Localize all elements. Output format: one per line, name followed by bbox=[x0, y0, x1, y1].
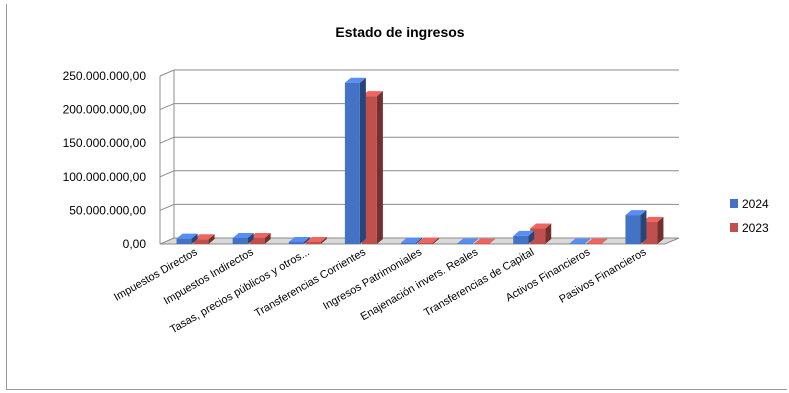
bar-front bbox=[401, 242, 416, 244]
bar-side bbox=[359, 77, 366, 244]
bar-front bbox=[232, 237, 248, 244]
bar-side bbox=[247, 232, 254, 244]
bar-side bbox=[320, 236, 327, 244]
bar-2023-2 bbox=[305, 236, 327, 244]
bar-top bbox=[249, 232, 271, 238]
bar-top bbox=[457, 238, 479, 244]
y-tick-label: 150.000.000,00 bbox=[63, 136, 147, 150]
bar-2024-1 bbox=[232, 232, 254, 244]
bar-front bbox=[305, 241, 321, 244]
bar-2023-7 bbox=[586, 238, 608, 244]
bar-front bbox=[513, 235, 529, 244]
bar-front bbox=[288, 241, 304, 244]
bar-side bbox=[601, 238, 608, 244]
bar-side bbox=[208, 234, 215, 244]
bars bbox=[176, 77, 664, 244]
bar-side bbox=[416, 237, 422, 244]
bar-side bbox=[584, 238, 591, 244]
bar-side bbox=[264, 232, 271, 244]
bar-top bbox=[401, 237, 422, 243]
bar-top bbox=[193, 234, 215, 240]
y-tick-label: 0,00 bbox=[123, 237, 147, 251]
legend-swatch-2023 bbox=[730, 223, 738, 232]
bar-side bbox=[489, 238, 496, 244]
bar-side bbox=[376, 91, 383, 244]
y-tick-label: 50.000.000,00 bbox=[69, 203, 146, 217]
bar-top bbox=[513, 230, 535, 236]
y-tick-label: 200.000.000,00 bbox=[63, 103, 147, 117]
bar-side bbox=[433, 237, 439, 244]
category-label: Impuestos Indirectos bbox=[162, 246, 256, 307]
bar-top bbox=[176, 233, 198, 239]
chart-frame bbox=[6, 4, 787, 390]
bar-front bbox=[625, 215, 641, 244]
bar-2024-2 bbox=[288, 236, 310, 244]
bar-front bbox=[176, 238, 192, 244]
legend: 2024 2023 bbox=[730, 197, 769, 235]
chart-title: Estado de ingresos bbox=[335, 24, 464, 40]
bar-side bbox=[640, 210, 647, 244]
bar-side bbox=[545, 223, 552, 244]
bar-top bbox=[288, 236, 310, 242]
bar-side bbox=[303, 236, 310, 244]
bar-front bbox=[193, 239, 209, 244]
bar-2023-4 bbox=[418, 237, 439, 244]
grid bbox=[159, 69, 680, 245]
bar-front bbox=[344, 82, 360, 244]
y-tick-label: 100.000.000,00 bbox=[63, 170, 147, 184]
bar-front bbox=[249, 237, 265, 244]
bar-2024-6 bbox=[513, 230, 535, 244]
legend-label-2024: 2024 bbox=[742, 197, 769, 211]
y-axis-ticks: 0,00 50.000.000,00 100.000.000,00 150.000.0… bbox=[63, 69, 147, 251]
bar-2024-0 bbox=[176, 233, 198, 244]
bar-front bbox=[418, 242, 433, 244]
bar-2023-0 bbox=[193, 234, 215, 244]
bar-2024-5 bbox=[457, 238, 479, 244]
gridline bbox=[159, 203, 679, 211]
gridline bbox=[159, 136, 679, 144]
bar-2023-1 bbox=[249, 232, 271, 244]
legend-label-2023: 2023 bbox=[742, 221, 769, 235]
gridline bbox=[159, 69, 679, 77]
y-tick-label: 250.000.000,00 bbox=[63, 69, 147, 83]
bar-side bbox=[472, 238, 479, 244]
bar-top bbox=[232, 232, 254, 238]
gridline bbox=[159, 170, 679, 178]
bar-top bbox=[474, 238, 496, 244]
bar-top bbox=[305, 236, 327, 242]
bar-2024-3 bbox=[344, 77, 366, 244]
bar-top bbox=[361, 91, 383, 97]
bar-top bbox=[530, 223, 552, 229]
bar-top bbox=[586, 238, 608, 244]
bar-2024-4 bbox=[401, 237, 422, 244]
bar-top bbox=[642, 216, 664, 222]
bar-side bbox=[191, 233, 198, 244]
bar-top bbox=[344, 77, 366, 83]
gridline bbox=[159, 103, 679, 111]
bar-side bbox=[657, 216, 664, 244]
category-label: Ingresos Patrimoniales bbox=[321, 246, 424, 313]
bar-2024-7 bbox=[569, 238, 591, 244]
bar-top bbox=[418, 237, 439, 243]
legend-swatch-2024 bbox=[730, 199, 738, 208]
bar-top bbox=[625, 210, 647, 216]
bar-2024-8 bbox=[625, 210, 647, 244]
bar-side bbox=[528, 230, 535, 244]
bar-top bbox=[569, 238, 591, 244]
bar-2023-5 bbox=[474, 238, 496, 244]
